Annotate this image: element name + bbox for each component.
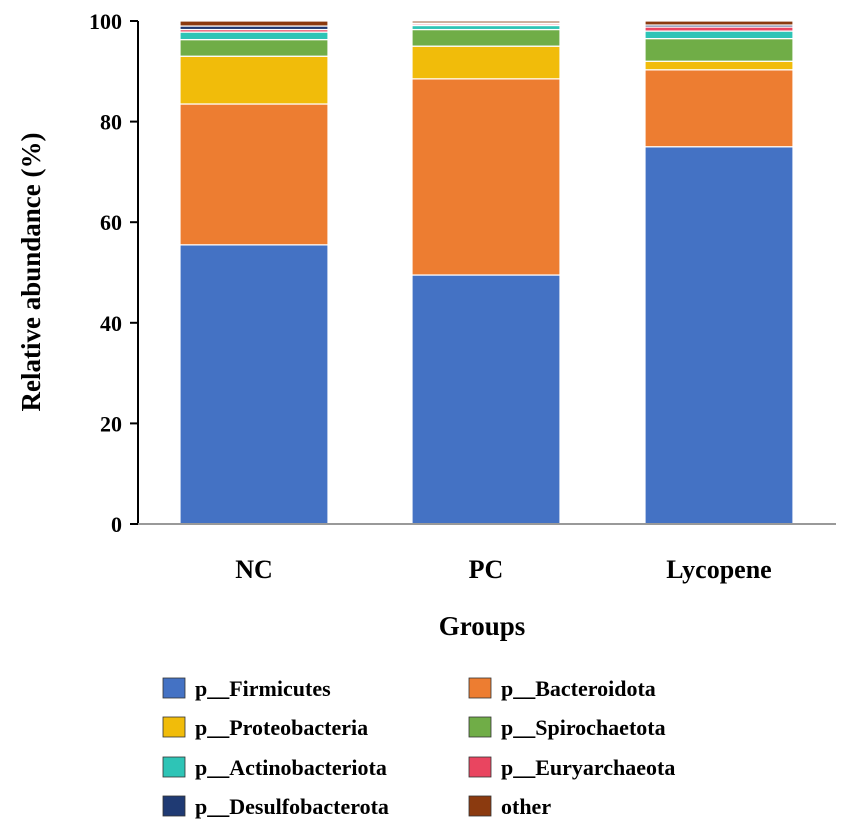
legend-swatch-proteobacteria: [162, 716, 186, 738]
legend-label-euryarchaeota: p__Euryarchaeota: [501, 755, 675, 780]
legend-swatch-spirochaetota: [468, 716, 492, 738]
x-category-label-lycopene: Lycopene: [666, 555, 771, 584]
bar-lycopene-euryarchaeota: [644, 26, 794, 32]
bar-pc-bacteroidota: [411, 78, 561, 276]
legend-label-firmicutes: p__Firmicutes: [195, 676, 331, 701]
x-category-labels: NC PC Lycopene: [235, 555, 772, 584]
legend-swatch-desulfobacterota: [162, 795, 186, 817]
y-tick-label-40: 40: [100, 311, 122, 336]
legend-swatch-bacteroidota: [468, 677, 492, 699]
bar-nc-bacteroidota: [179, 103, 329, 246]
y-tick-label-60: 60: [100, 210, 122, 235]
axes-layer: [137, 21, 836, 525]
legend: p__Firmicutes p__Bacteroidota p__Proteobac…: [162, 676, 675, 819]
bar-pc-proteobacteria: [411, 45, 561, 80]
legend-label-bacteroidota: p__Bacteroidota: [501, 676, 656, 701]
bar-pc-actinobacteriota: [411, 24, 561, 31]
legend-label-desulfobacterota: p__Desulfobacterota: [195, 794, 389, 819]
bar-lycopene-proteobacteria: [644, 60, 794, 71]
bar-lycopene-spirochaetota: [644, 38, 794, 62]
x-category-label-nc: NC: [235, 555, 273, 584]
legend-swatch-actinobacteriota: [162, 756, 186, 778]
x-category-label-pc: PC: [469, 555, 504, 584]
legend-label-other: other: [501, 794, 551, 819]
legend-swatch-euryarchaeota: [468, 756, 492, 778]
y-tick-label-100: 100: [89, 9, 122, 34]
bar-nc-actinobacteriota: [179, 31, 329, 41]
bar-nc-firmicutes: [179, 244, 329, 525]
bar-lycopene-bacteroidota: [644, 69, 794, 148]
legend-label-spirochaetota: p__Spirochaetota: [501, 715, 666, 740]
legend-swatch-firmicutes: [162, 677, 186, 699]
legend-label-proteobacteria: p__Proteobacteria: [195, 715, 368, 740]
bar-lycopene-other: [644, 20, 794, 26]
bar-nc-other: [179, 20, 329, 27]
legend-label-actinobacteriota: p__Actinobacteriota: [195, 755, 387, 780]
y-tick-label-20: 20: [100, 411, 122, 436]
bar-pc-other: [411, 20, 561, 24]
y-tick-label-80: 80: [100, 110, 122, 135]
bar-nc-spirochaetota: [179, 39, 329, 57]
x-axis-title: Groups: [439, 611, 526, 641]
y-axis-title: Relative abundance (%): [16, 133, 46, 412]
bar-lycopene-firmicutes: [644, 146, 794, 525]
bar-nc-proteobacteria: [179, 55, 329, 105]
legend-swatch-other: [468, 795, 492, 817]
bars-layer: [179, 20, 794, 525]
bar-pc-firmicutes: [411, 274, 561, 525]
y-tick-label-0: 0: [111, 512, 122, 537]
bar-pc-spirochaetota: [411, 28, 561, 47]
bar-lycopene-actinobacteriota: [644, 30, 794, 40]
y-ticks: 0 20 40 60 80 100: [89, 9, 138, 537]
